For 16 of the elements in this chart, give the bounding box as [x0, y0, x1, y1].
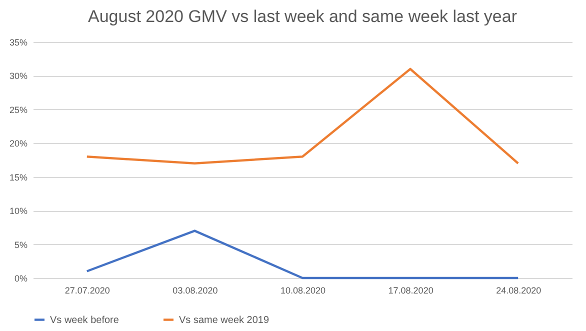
x-tick-label: 17.08.2020	[388, 286, 434, 296]
y-tick-label: 25%	[9, 104, 28, 115]
y-tick-label: 35%	[9, 38, 28, 48]
legend-label: Vs week before	[50, 314, 120, 326]
chart-title: August 2020 GMV vs last week and same week last year	[88, 7, 518, 26]
y-tick-label: 15%	[9, 172, 28, 182]
x-tick-label: 03.08.2020	[172, 286, 218, 296]
legend-label: Vs same week 2019	[179, 314, 270, 326]
x-tick-label: 10.08.2020	[280, 286, 326, 296]
x-tick-label: 24.08.2020	[496, 286, 542, 296]
y-tick-label: 10%	[9, 206, 28, 216]
y-tick-label: 0%	[14, 274, 28, 284]
y-tick-label: 30%	[9, 71, 28, 82]
x-tick-label: 27.07.2020	[64, 286, 110, 296]
y-tick-label: 5%	[14, 240, 28, 250]
y-tick-label: 20%	[9, 138, 28, 149]
